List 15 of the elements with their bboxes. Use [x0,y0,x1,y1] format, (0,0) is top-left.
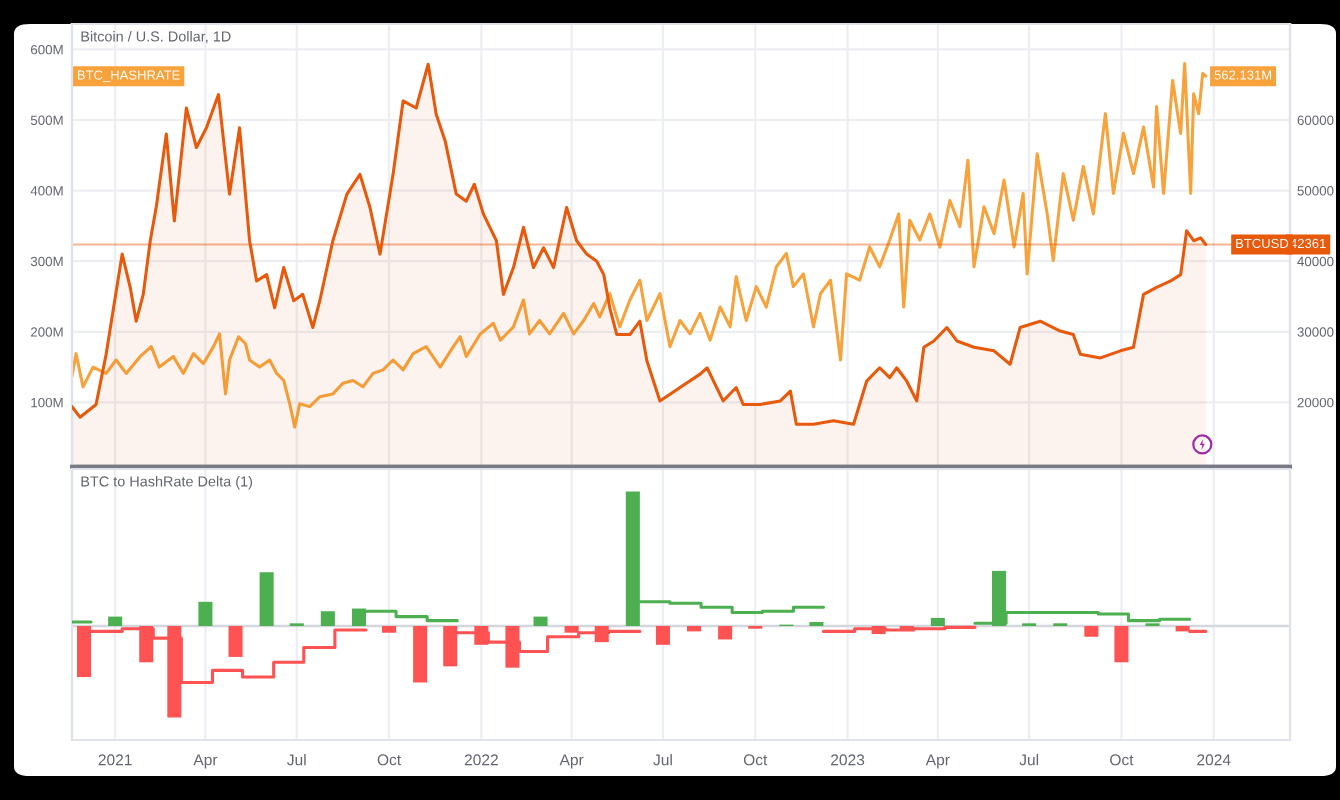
bar [259,572,274,627]
bar [930,617,945,627]
bar [809,621,824,627]
bar [413,626,428,683]
bar [108,616,123,627]
bar [533,616,548,627]
bar [228,626,243,657]
bar [198,601,213,627]
bar [687,626,702,632]
bar [320,611,335,627]
bar [1084,626,1099,637]
bar [382,626,397,633]
bar [655,626,670,645]
bar [1114,626,1129,663]
bar [718,626,733,640]
